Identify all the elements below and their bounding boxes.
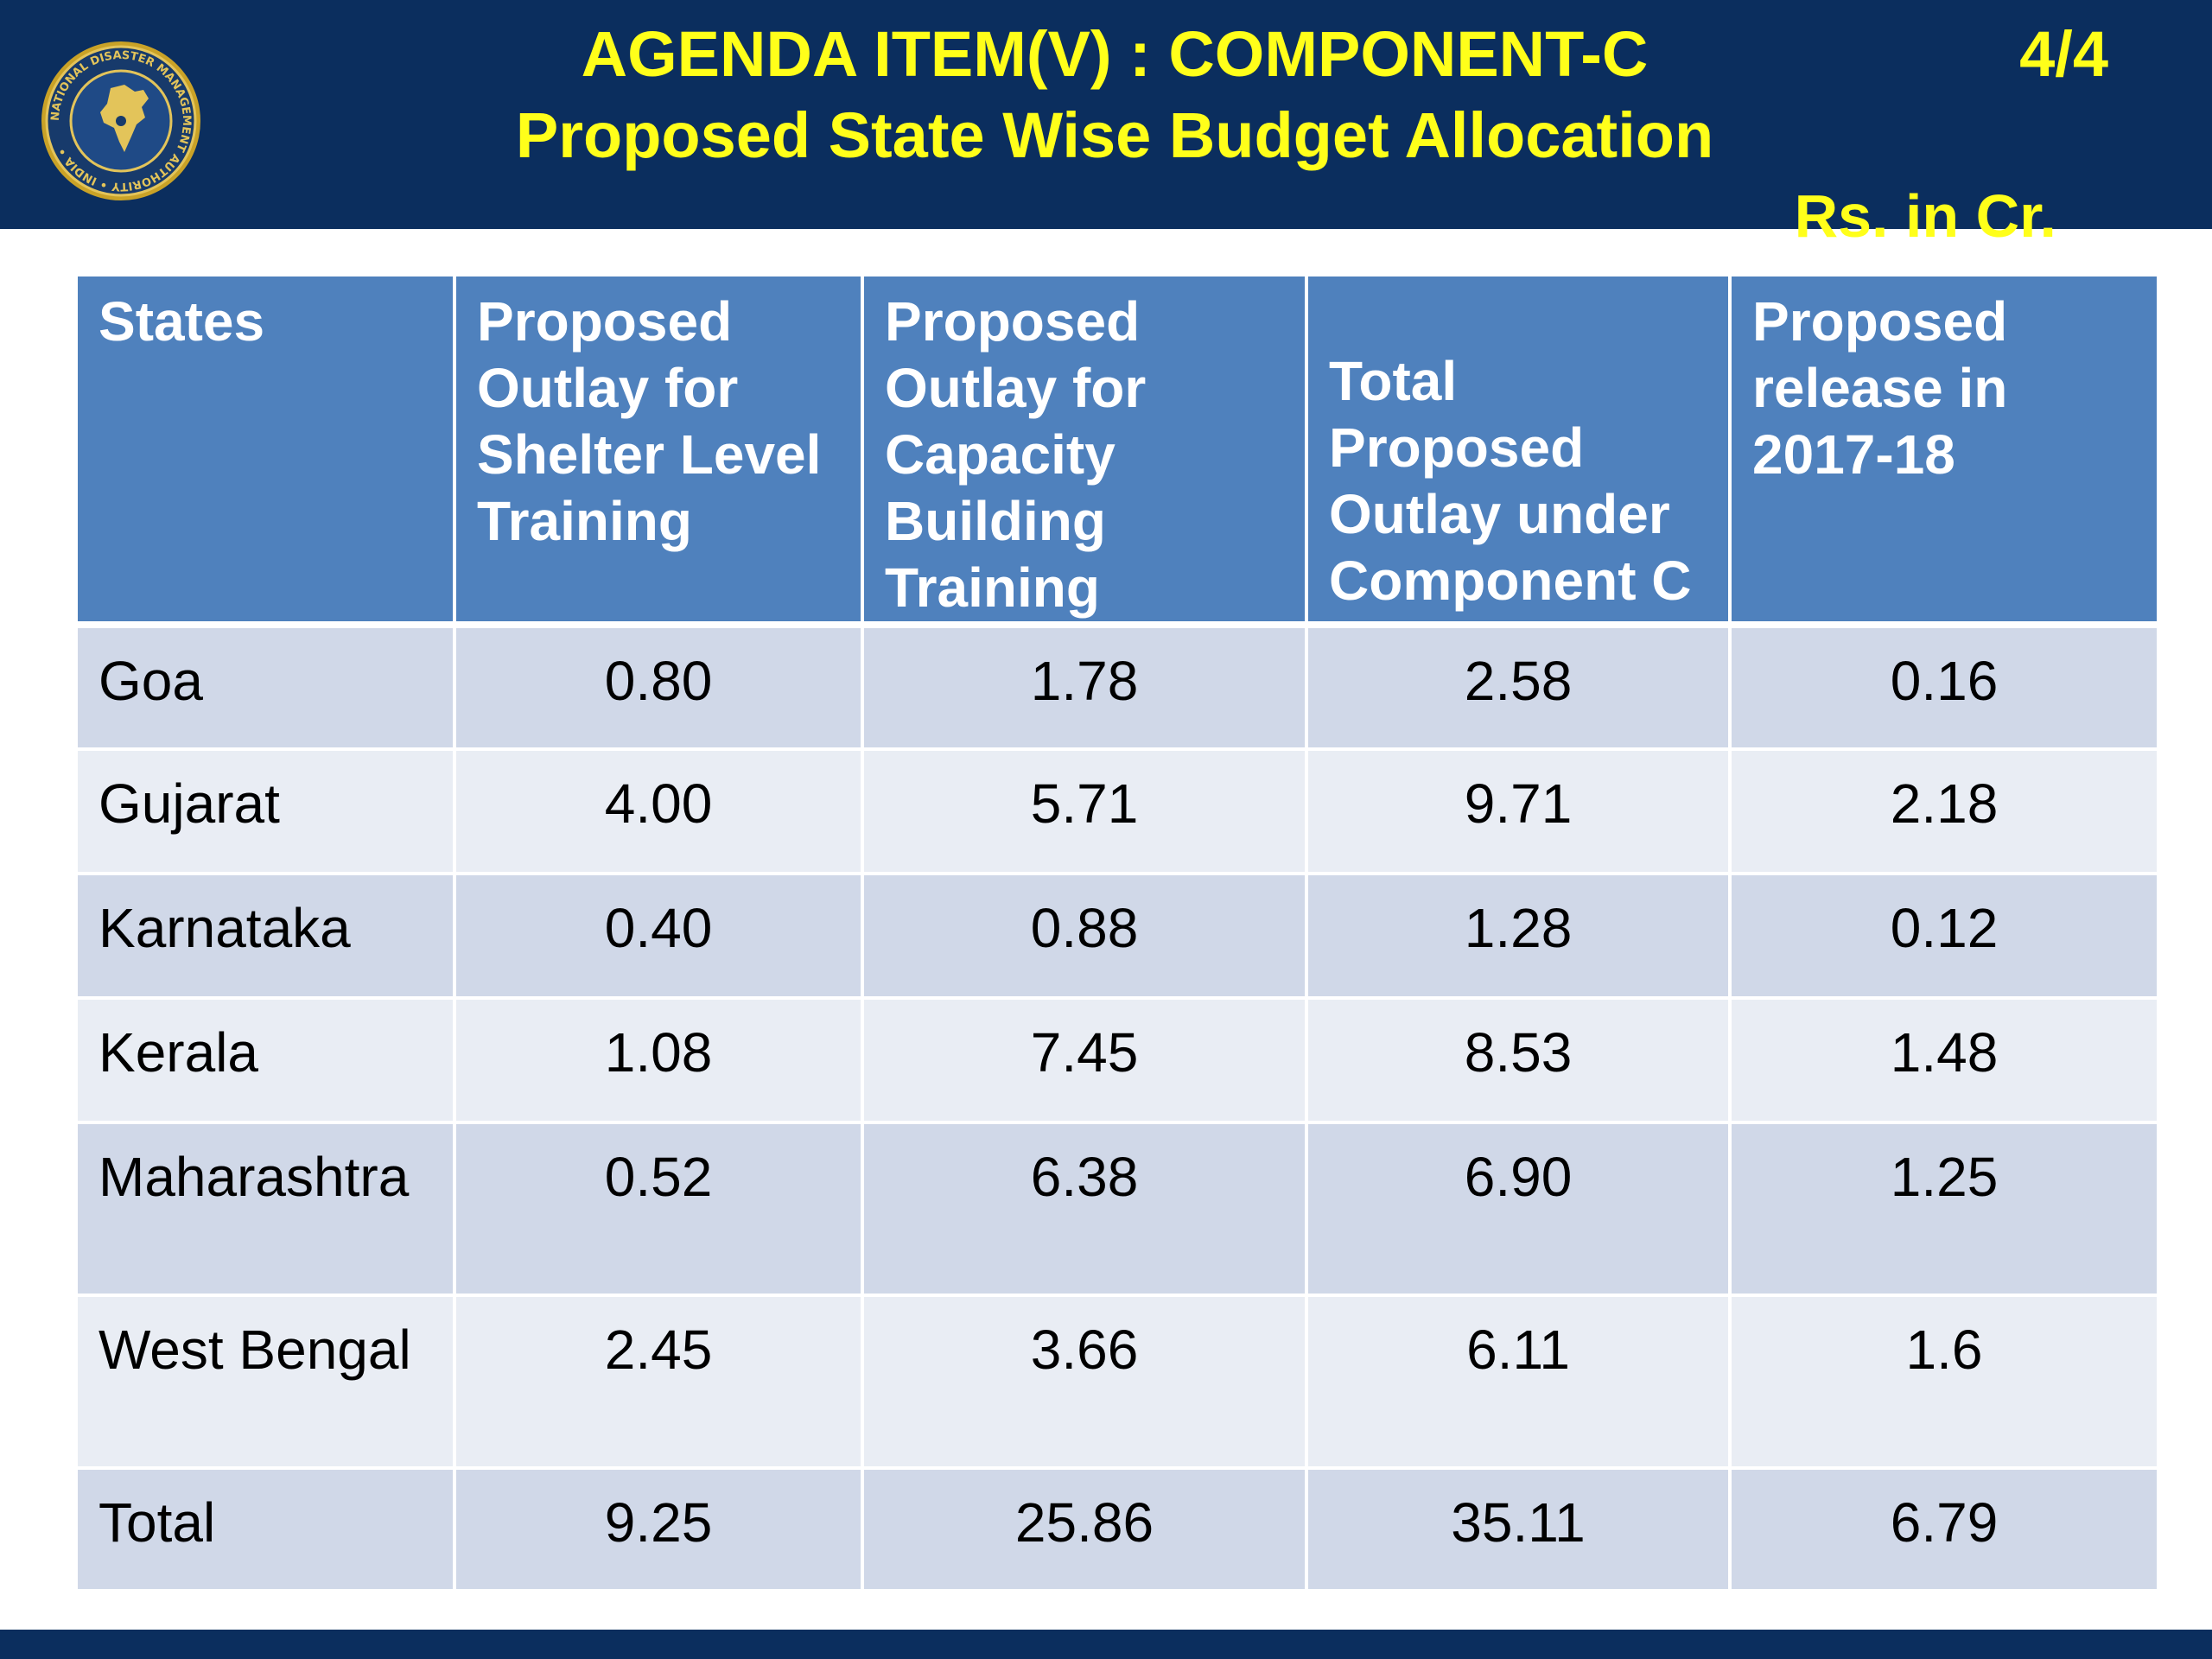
column-header-capacity-building: Proposed Outlay for Capacity Building Tr… [861,276,1308,628]
table-total-row: Total 9.25 25.86 35.11 6.79 [74,1468,2160,1592]
column-header-states: States [74,276,456,628]
slide-footer-bar [0,1630,2212,1659]
slide-title: AGENDA ITEM(V) : COMPONENT-C [581,18,1649,90]
state-cell: Gujarat [74,749,456,875]
shelter-cell: 2.45 [453,1295,864,1470]
state-cell: West Bengal [74,1295,456,1470]
table-row: Karnataka 0.40 0.88 1.28 0.12 [74,874,2160,1000]
total-cell: 6.90 [1305,1122,1732,1297]
table-header-row: States Proposed Outlay for Shelter Level… [74,276,2160,628]
release-cell: 1.6 [1728,1295,2160,1470]
capacity-cell: 5.71 [861,749,1308,875]
shelter-cell: 4.00 [453,749,864,875]
state-cell: Maharashtra [74,1122,456,1297]
total-cell: 8.53 [1305,998,1732,1124]
capacity-cell: 3.66 [861,1295,1308,1470]
release-cell: 1.48 [1728,998,2160,1124]
table-row: West Bengal 2.45 3.66 6.11 1.6 [74,1295,2160,1470]
capacity-cell: 6.38 [861,1122,1308,1297]
capacity-cell: 25.86 [861,1468,1308,1592]
total-cell: 9.71 [1305,749,1732,875]
shelter-cell: 0.80 [453,625,864,751]
release-cell: 0.12 [1728,874,2160,1000]
ndma-emblem-icon: NATIONAL DISASTER MANAGEMENT AUTHORITY •… [41,41,200,200]
shelter-cell: 0.40 [453,874,864,1000]
state-cell: Karnataka [74,874,456,1000]
table-row: Kerala 1.08 7.45 8.53 1.48 [74,998,2160,1124]
capacity-cell: 0.88 [861,874,1308,1000]
page-indicator: 4/4 [2019,18,2108,90]
slide-header: NATIONAL DISASTER MANAGEMENT AUTHORITY •… [0,0,2212,229]
state-cell: Total [74,1468,456,1592]
column-header-shelter-training: Proposed Outlay for Shelter Level Traini… [453,276,864,628]
budget-table: States Proposed Outlay for Shelter Level… [74,276,2160,1592]
column-header-total-outlay: Total Proposed Outlay under Component C [1305,276,1732,628]
total-cell: 6.11 [1305,1295,1732,1470]
total-cell: 2.58 [1305,625,1732,751]
shelter-cell: 9.25 [453,1468,864,1592]
state-cell: Goa [74,625,456,751]
state-cell: Kerala [74,998,456,1124]
capacity-cell: 7.45 [861,998,1308,1124]
table-row: Maharashtra 0.52 6.38 6.90 1.25 [74,1122,2160,1297]
total-cell: 1.28 [1305,874,1732,1000]
column-header-release: Proposed release in 2017-18 [1728,276,2160,628]
shelter-cell: 1.08 [453,998,864,1124]
unit-note: Rs. in Cr. [1794,182,2056,250]
table-row: Gujarat 4.00 5.71 9.71 2.18 [74,749,2160,875]
release-cell: 2.18 [1728,749,2160,875]
capacity-cell: 1.78 [861,625,1308,751]
release-cell: 6.79 [1728,1468,2160,1592]
release-cell: 1.25 [1728,1122,2160,1297]
total-cell: 35.11 [1305,1468,1732,1592]
shelter-cell: 0.52 [453,1122,864,1297]
table-row: Goa 0.80 1.78 2.58 0.16 [74,625,2160,751]
release-cell: 0.16 [1728,625,2160,751]
slide-subtitle: Proposed State Wise Budget Allocation [515,99,1714,171]
